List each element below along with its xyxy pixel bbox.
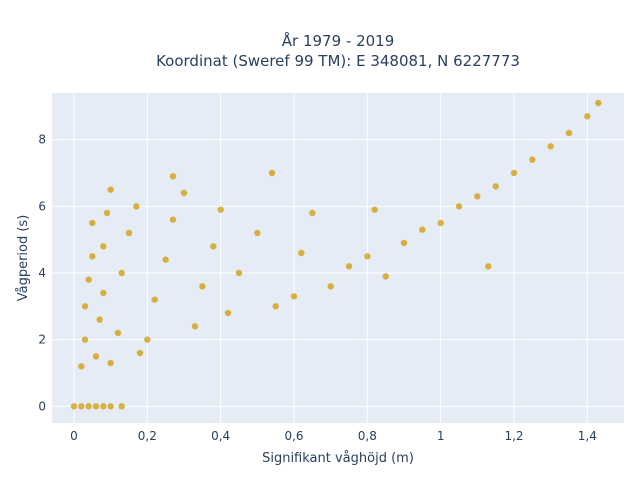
data-point [133,203,140,210]
data-point [89,253,96,260]
y-axis-label: Vågperiod (s) [16,215,31,302]
x-tick-label: 1,2 [504,429,523,443]
data-point [272,303,279,310]
data-point [210,243,217,250]
data-point [89,219,96,227]
y-tick-label: 4 [38,266,46,280]
data-point [81,336,89,343]
data-point [217,206,224,213]
data-point [107,359,114,367]
x-tick-labels: 0 0,2 0,4 0,6 0,8 1 1,2 1,4 [70,429,597,443]
data-point [136,349,144,357]
x-tick-label: 1,4 [578,429,597,443]
data-point [70,403,78,410]
x-tick-label: 0,4 [211,429,230,443]
data-point [224,309,232,317]
data-point [290,293,298,300]
data-point [151,296,158,303]
data-point [254,229,261,237]
data-point [268,169,276,177]
data-point [371,206,378,213]
data-point [327,283,334,290]
data-point [180,189,188,197]
data-point [345,263,353,270]
y-tick-label: 6 [38,199,46,213]
data-point [114,329,122,337]
y-tick-label: 2 [38,333,46,347]
data-point [169,173,177,180]
data-point [529,156,536,163]
data-point [510,169,518,177]
data-point [298,249,305,257]
data-point [584,113,591,120]
data-point [92,403,100,410]
data-point [81,303,89,310]
data-point [118,269,125,277]
data-point [382,273,389,280]
data-points [70,99,602,410]
y-tick-label: 0 [38,399,46,413]
y-tick-labels: 0 2 4 6 8 [38,133,46,414]
data-point [100,289,107,297]
data-point [191,323,199,330]
data-point [103,209,111,217]
data-point [96,316,103,323]
data-point [118,403,125,410]
data-point [85,403,92,410]
x-axis-label: Signifikant våghöjd (m) [262,451,414,466]
x-tick-label: 0,2 [138,429,157,443]
chart-title-line1: År 1979 - 2019 [282,31,395,50]
data-point [474,193,481,200]
data-point [455,203,463,210]
data-point [144,336,151,343]
x-tick-label: 1 [437,429,445,443]
data-point [492,183,499,190]
data-point [107,403,114,410]
data-point [235,269,243,277]
data-point [162,256,169,263]
data-point [419,226,426,233]
data-point [595,99,602,107]
data-point [78,403,85,410]
chart-title-line2: Koordinat (Sweref 99 TM): E 348081, N 62… [156,52,520,70]
data-point [85,276,92,283]
data-point [100,243,107,250]
x-tick-label: 0 [70,429,78,443]
data-point [547,143,554,150]
data-point [78,363,85,370]
data-point [565,129,573,137]
data-point [400,239,408,247]
x-tick-label: 0,6 [284,429,303,443]
plot-background [52,93,624,423]
data-point [437,219,444,227]
data-point [485,263,492,270]
data-point [100,403,107,410]
data-point [199,283,206,290]
data-point [92,353,100,360]
x-tick-label: 0,8 [358,429,377,443]
data-point [169,216,177,223]
data-point [364,253,371,260]
data-point [309,209,316,217]
data-point [107,186,114,193]
data-point [125,229,133,237]
y-tick-label: 8 [38,133,46,147]
